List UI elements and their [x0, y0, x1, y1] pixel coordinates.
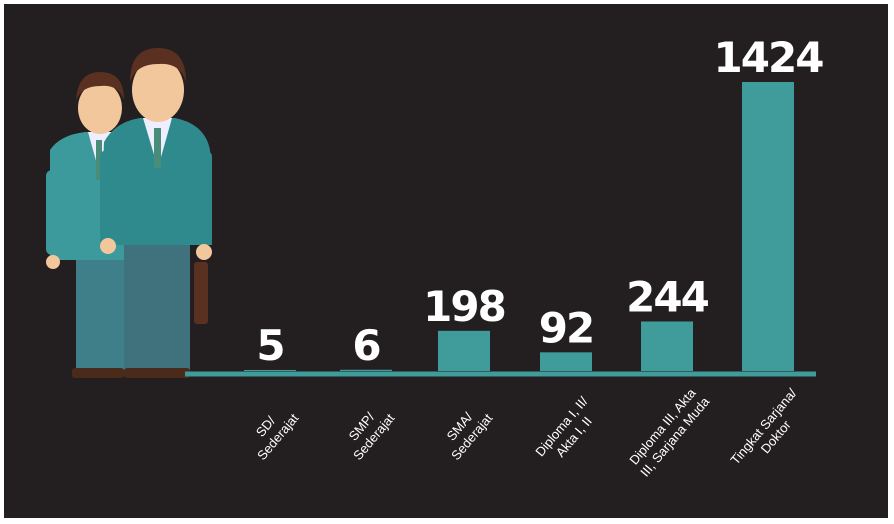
value-label: 198 — [423, 282, 505, 331]
bar — [742, 82, 794, 371]
value-label: 244 — [626, 272, 708, 321]
bar — [540, 352, 592, 371]
bar — [340, 369, 392, 371]
bar — [641, 321, 693, 371]
value-label: 1424 — [714, 33, 824, 82]
value-label: 5 — [256, 321, 283, 370]
illustration — [46, 48, 212, 378]
value-label: 92 — [539, 303, 593, 352]
bar — [244, 369, 296, 371]
bar — [438, 330, 490, 371]
value-label: 6 — [352, 321, 379, 370]
